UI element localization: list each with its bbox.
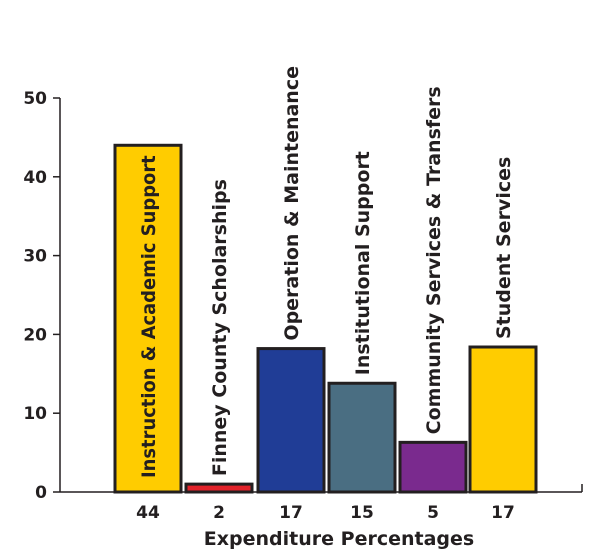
bar	[468, 345, 538, 494]
bar	[398, 440, 468, 494]
bar	[327, 381, 397, 494]
x-category-label: 5	[427, 503, 439, 523]
x-category-label: 17	[491, 503, 515, 523]
x-category-label: 44	[136, 503, 160, 523]
bar	[256, 347, 326, 494]
y-tick-label: 40	[23, 168, 47, 188]
y-tick-label: 50	[23, 89, 47, 109]
bar-label: Finney County Scholarships	[209, 179, 231, 476]
bar-label: Operation & Maintenance	[281, 66, 303, 341]
x-axis-label: Expenditure Percentages	[204, 528, 474, 550]
x-category-labels: 44 2 17 15 5 17	[136, 503, 515, 523]
y-tick-label: 30	[23, 247, 47, 267]
x-category-label: 15	[350, 503, 374, 523]
bar	[113, 143, 183, 494]
bar-label: Institutional Support	[352, 151, 374, 375]
y-tick-label: 0	[35, 483, 47, 503]
y-tick-label: 20	[23, 325, 47, 345]
bar-labels: Instruction & Academic Support Finney Cou…	[138, 66, 515, 478]
x-category-label: 17	[279, 503, 303, 523]
bar-label: Student Services	[493, 157, 515, 339]
chart-bars	[113, 143, 538, 494]
y-tick-labels: 0 10 20 30 40 50	[23, 89, 47, 503]
x-category-label: 2	[213, 503, 225, 523]
bar-label: Community Services & Transfers	[423, 86, 445, 434]
bar	[184, 482, 254, 494]
bar-label: Instruction & Academic Support	[138, 155, 160, 478]
y-tick-label: 10	[23, 404, 47, 424]
